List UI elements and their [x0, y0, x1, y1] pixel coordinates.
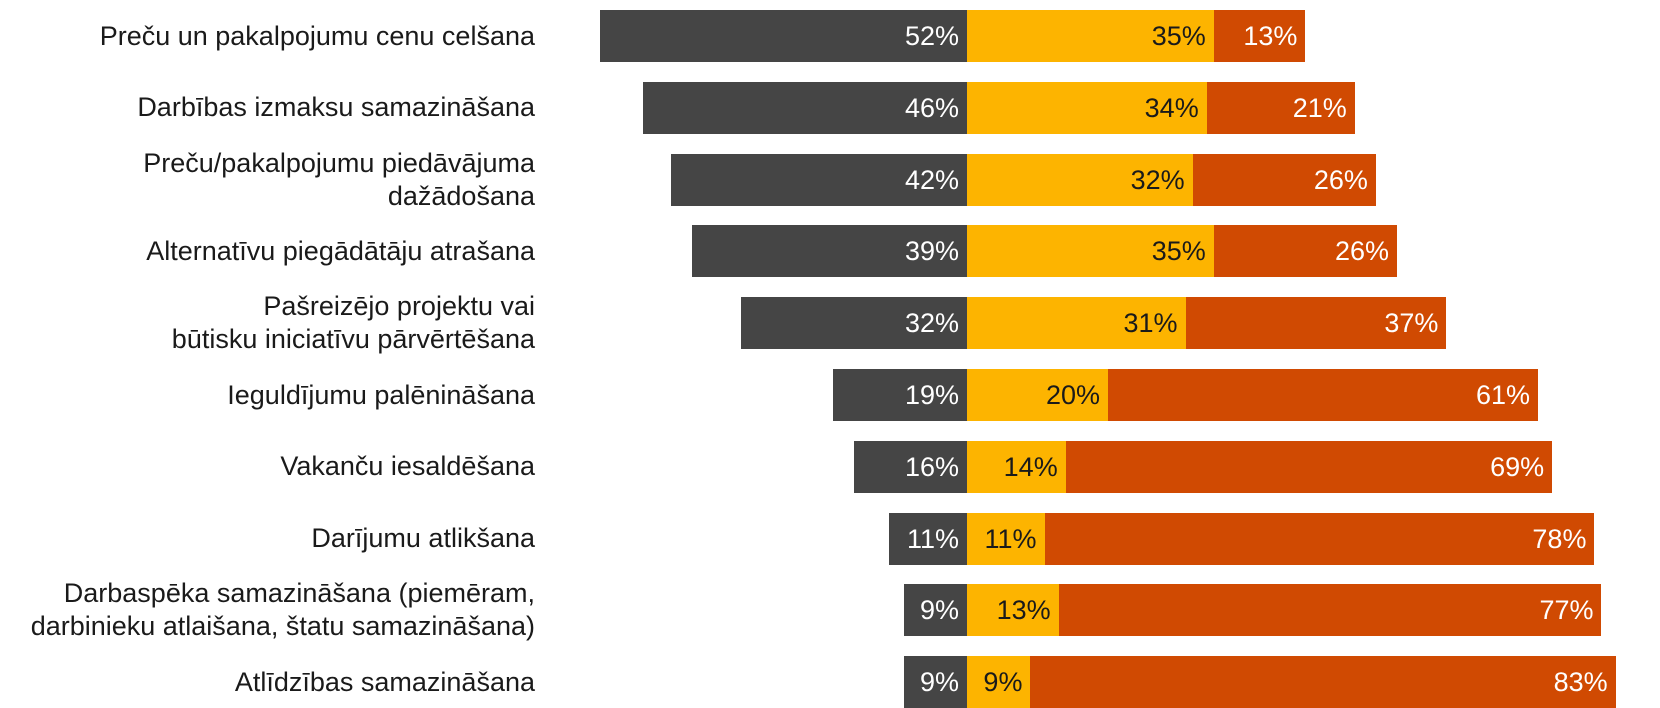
data-label: 9% [919, 595, 959, 626]
data-label: 61% [1476, 380, 1531, 410]
data-label: 20% [1045, 380, 1100, 410]
data-label: 14% [1003, 451, 1058, 482]
data-label: 52% [904, 21, 959, 51]
data-label: 35% [1151, 236, 1206, 267]
data-label: 26% [1313, 164, 1368, 195]
data-label: 77% [1539, 595, 1594, 626]
category-label: Alternatīvu piegādātāju atrašana [146, 235, 535, 266]
bar-segment-dark [903, 656, 967, 708]
data-label: 9% [983, 667, 1023, 698]
category-label: Darbaspēka samazināšana (piemēram, darbi… [30, 578, 535, 642]
data-label: 78% [1532, 523, 1587, 554]
bar-segment-yellow [967, 10, 1214, 62]
data-label: 26% [1335, 236, 1390, 267]
data-label: 46% [904, 92, 959, 123]
category-label: Preču un pakalpojumu cenu celšana [99, 20, 535, 51]
bar-segment-dark [854, 440, 967, 493]
bar-segment-yellow [967, 153, 1193, 206]
category-label: Vakanču iesaldēšana [280, 451, 535, 482]
bar-segment-yellow [967, 656, 1031, 708]
data-label: 83% [1553, 667, 1608, 698]
data-label: 16% [904, 451, 959, 482]
bar-segment-dark [692, 225, 967, 278]
data-label: 69% [1490, 451, 1545, 482]
bar-segment-dark [889, 512, 967, 565]
data-label: 32% [1130, 164, 1185, 195]
category-label: Darījumu atlikšana [311, 523, 535, 554]
category-label: Pašreizējo projektu vai būtisku iniciatī… [171, 291, 535, 355]
data-label: 35% [1151, 21, 1206, 51]
bar-segment-orange [1065, 440, 1553, 493]
data-label: 39% [904, 236, 959, 267]
bar-segment-orange [1108, 369, 1539, 421]
bar-segment-yellow [967, 440, 1066, 493]
bar-segment-orange [1058, 584, 1602, 637]
bar-segment-dark [670, 153, 967, 206]
data-label: 31% [1123, 308, 1178, 339]
bar-segment-yellow [967, 297, 1186, 350]
bar-segment-orange [1044, 512, 1595, 565]
bar-segment-dark [642, 81, 967, 134]
bar-segment-yellow [967, 584, 1059, 637]
bar-segment-yellow [967, 512, 1045, 565]
data-label: 19% [904, 380, 959, 410]
bar-segment-orange [1206, 81, 1355, 134]
category-label: Ieguldījumu palēnināšana [227, 379, 535, 410]
data-label: 9% [919, 667, 959, 698]
bar-segment-orange [1213, 225, 1398, 278]
bar-segment-dark [903, 584, 967, 637]
bar-segment-orange [1185, 297, 1447, 350]
bar-segment-yellow [967, 225, 1214, 278]
bar-segment-orange [1030, 656, 1616, 708]
data-label: 13% [996, 595, 1051, 626]
data-label: 42% [904, 164, 959, 195]
bar-segment-orange [1192, 153, 1376, 206]
data-label: 11% [906, 523, 959, 554]
data-label: 37% [1384, 308, 1439, 339]
bar-segment-dark [833, 369, 967, 421]
data-label: 34% [1144, 92, 1199, 123]
data-label: 32% [904, 308, 959, 339]
bar-segment-yellow [967, 369, 1108, 421]
category-label: Darbības izmaksu samazināšana [137, 92, 535, 123]
bar-segment-yellow [967, 81, 1207, 134]
bar-segment-dark [600, 10, 967, 62]
category-label: Preču/pakalpojumu piedāvājuma dažādošana [143, 147, 535, 211]
data-label: 11% [984, 523, 1037, 554]
bar-segment-orange [1213, 10, 1306, 62]
data-label: 21% [1292, 92, 1347, 123]
data-label: 13% [1243, 21, 1298, 51]
category-label: Atlīdzības samazināšana [234, 666, 535, 697]
bar-segment-dark [741, 297, 967, 350]
